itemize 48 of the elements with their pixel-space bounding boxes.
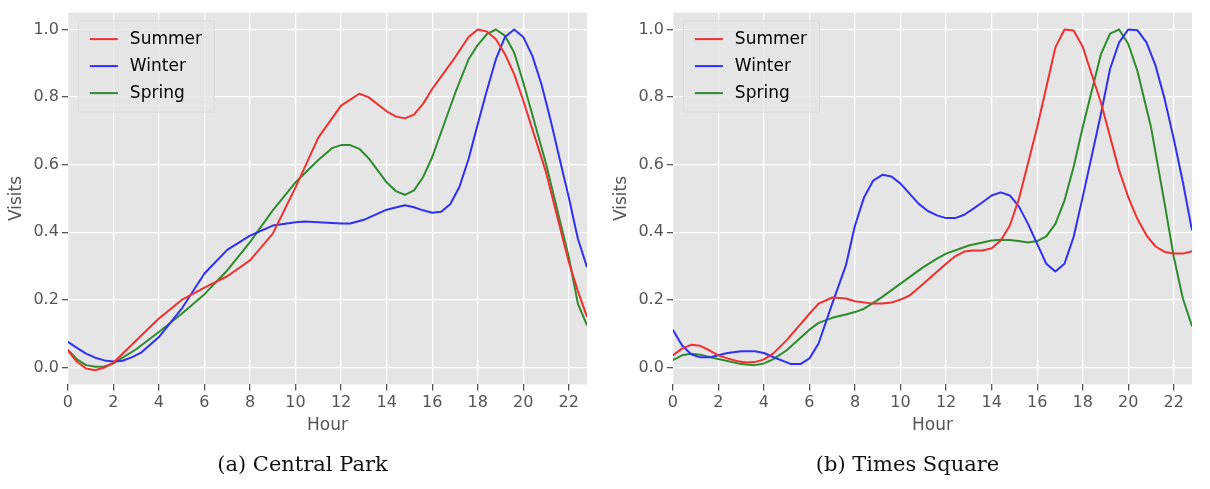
x-tick-label: 4 bbox=[758, 392, 770, 412]
x-tick-label: 4 bbox=[153, 392, 165, 412]
x-tick-label: 12 bbox=[330, 392, 352, 412]
text: (b) Times Square bbox=[814, 452, 1001, 476]
legend-label: Spring bbox=[129, 81, 185, 102]
x-tick-label: 6 bbox=[804, 392, 815, 412]
x-tick-label: 0 bbox=[667, 392, 678, 412]
x-tick-label: 2 bbox=[108, 392, 119, 412]
y-tick-label: 0.6 bbox=[638, 153, 664, 173]
x-tick-label: 18 bbox=[467, 392, 488, 412]
x-tick-label: 8 bbox=[849, 392, 861, 412]
x-tick-label: 8 bbox=[244, 392, 256, 412]
y-tick-label: 0.4 bbox=[638, 221, 664, 241]
x-tick-label: 12 bbox=[935, 392, 957, 412]
text: (a) Central Park bbox=[216, 452, 389, 476]
y-tick-label: 0.0 bbox=[638, 356, 664, 376]
y-tick-label: 0.6 bbox=[33, 153, 59, 173]
x-tick-label: 14 bbox=[376, 392, 397, 412]
x-tick-label: 2 bbox=[713, 392, 724, 412]
x-tick-label: 0 bbox=[62, 392, 73, 412]
x-tick-label: 10 bbox=[285, 392, 306, 412]
x-axis-title: Hour bbox=[911, 414, 953, 435]
y-tick-label: 1.0 bbox=[638, 18, 664, 38]
x-tick-label: 22 bbox=[1163, 392, 1184, 412]
x-tick-label: 20 bbox=[1118, 392, 1139, 412]
y-tick-label: 0.2 bbox=[33, 289, 59, 309]
legend-label: Spring bbox=[734, 81, 790, 102]
legend-label: Winter bbox=[129, 54, 186, 75]
x-tick-label: 20 bbox=[513, 392, 534, 412]
x-tick-label: 10 bbox=[890, 392, 911, 412]
legend-label: Summer bbox=[129, 27, 202, 48]
x-axis-title: Hour bbox=[306, 414, 348, 435]
y-tick-label: 0.8 bbox=[638, 86, 664, 106]
y-tick-label: 0.8 bbox=[33, 86, 59, 106]
x-tick-label: 6 bbox=[199, 392, 210, 412]
y-tick-label: 1.0 bbox=[33, 18, 59, 38]
x-tick-label: 16 bbox=[1026, 392, 1048, 412]
x-tick-label: 18 bbox=[1072, 392, 1093, 412]
x-tick-label: 22 bbox=[558, 392, 579, 412]
legend-label: Winter bbox=[734, 54, 791, 75]
y-tick-label: 0.4 bbox=[33, 221, 59, 241]
y-tick-label: 0.0 bbox=[33, 356, 59, 376]
y-tick-label: 0.2 bbox=[638, 289, 664, 309]
x-tick-label: 16 bbox=[421, 392, 443, 412]
y-axis-title: Visits bbox=[609, 175, 630, 222]
x-tick-label: 14 bbox=[981, 392, 1002, 412]
legend-label: Summer bbox=[734, 27, 807, 48]
y-axis-title: Visits bbox=[4, 175, 25, 222]
